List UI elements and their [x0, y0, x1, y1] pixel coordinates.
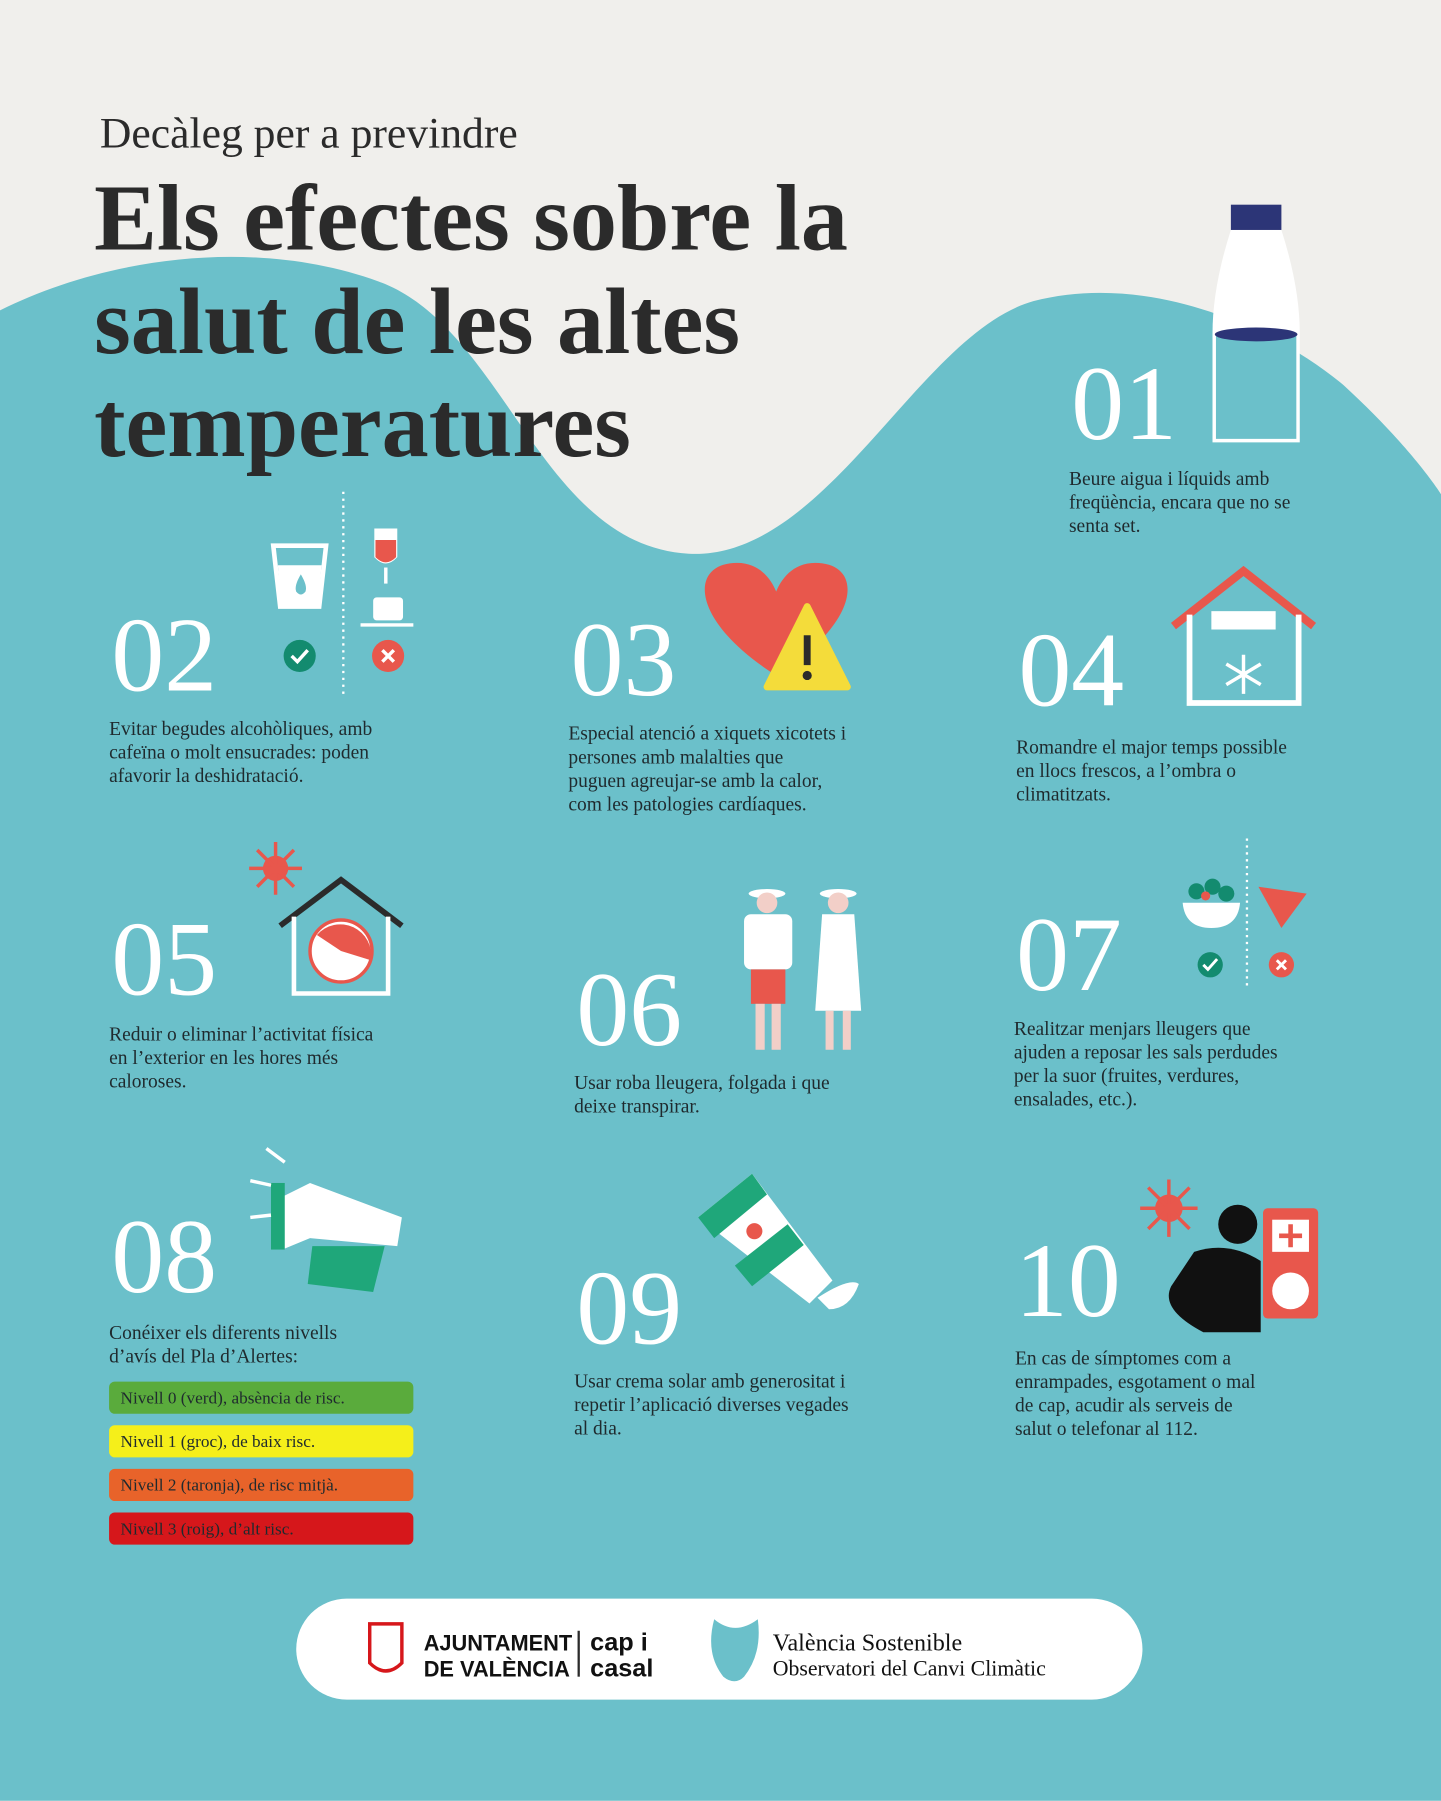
item-text: puguen agreujar-se amb la calor, [568, 771, 822, 792]
house-ac-icon [1170, 565, 1317, 706]
item-number: 02 [111, 596, 217, 713]
item-number: 03 [571, 601, 677, 718]
alert-level [109, 1512, 414, 1545]
alert-level [109, 1468, 414, 1502]
alert-level [109, 1381, 414, 1414]
item-text: Usar crema solar amb generositat i [574, 1371, 846, 1392]
drinks-icon [270, 491, 414, 699]
item-text: freqüència, encara que no se [1069, 492, 1290, 513]
sunscreen-icon [698, 1173, 859, 1310]
bottle-icon [1212, 204, 1300, 443]
footer-cap-i-casal: casal [590, 1655, 653, 1683]
title-line: Els efectes sobre la [94, 166, 848, 270]
alert-level-text: Nivell 3 (roig), d’alt risc. [121, 1519, 294, 1538]
heart-warning-icon [704, 562, 851, 691]
footer-observatori: Observatori del Canvi Climàtic [773, 1657, 1046, 1681]
item-text: ajuden a reposar les sals perdudes [1014, 1042, 1278, 1063]
vs-logo [711, 1619, 759, 1682]
alert-level-text: Nivell 0 (verd), absència de risc. [121, 1388, 345, 1407]
alert-level [109, 1425, 414, 1458]
item-text: de cap, acudir als serveis de [1015, 1395, 1233, 1416]
item-number: 04 [1018, 611, 1124, 728]
item-text: repetir l’aplicació diverses vegades [574, 1395, 849, 1416]
item-number: 06 [576, 951, 682, 1068]
coat-of-arms [368, 1622, 404, 1673]
sun-house-icon [249, 841, 404, 996]
item-text: Romandre el major temps possible [1016, 738, 1287, 759]
footer-sostenible: València Sostenible [773, 1630, 962, 1656]
symptoms-icon [1140, 1179, 1319, 1333]
item-text: en l’exterior en les hores més [109, 1048, 338, 1069]
item-text: caloroses. [109, 1072, 186, 1093]
item-text: En cas de símptomes com a [1015, 1348, 1231, 1369]
alert-level-text: Nivell 1 (groc), de baix risc. [121, 1432, 316, 1451]
megaphone-icon [249, 1147, 402, 1293]
item-number: 07 [1016, 896, 1122, 1013]
item-text: climatitzats. [1016, 785, 1111, 806]
food-icon [1182, 838, 1307, 988]
item-text: deixe transpirar. [574, 1096, 700, 1117]
alert-level-text: Nivell 2 (taronja), de risc mitjà. [121, 1476, 339, 1495]
item-number: 01 [1071, 345, 1177, 462]
subtitle: Decàleg per a previndre [100, 109, 518, 157]
footer-ajuntament: DE VALÈNCIA [424, 1657, 570, 1682]
item-text: Especial atenció a xiquets xicotets i [568, 724, 846, 745]
item-text: Realitzar menjars lleugers que [1014, 1019, 1251, 1040]
item-text: ensalades, etc.). [1014, 1089, 1137, 1110]
footer-ajuntament: AJUNTAMENT [424, 1630, 573, 1655]
item-text: d’avís del Pla d’Alertes: [109, 1347, 298, 1368]
item-text: com les patologies cardíaques. [568, 794, 806, 815]
item-text: afavorir la deshidratació. [109, 766, 303, 787]
item-text: cafeïna o molt ensucrades: poden [109, 743, 369, 764]
item-text: persones amb malalties que [568, 747, 783, 768]
item-text: Evitar begudes alcohòliques, amb [109, 719, 372, 740]
title-line: temperatures [94, 373, 631, 477]
item-text: al dia. [574, 1418, 622, 1439]
item-text: enrampades, esgotament o mal [1015, 1372, 1256, 1393]
title-line: salut de les altes [94, 270, 740, 374]
item-text: Usar roba lleugera, folgada i que [574, 1073, 830, 1094]
item-text: Reduir o eliminar l’activitat física [109, 1025, 374, 1046]
item-number: 05 [111, 901, 217, 1018]
item-text: per la suor (fruites, verdures, [1014, 1066, 1239, 1087]
item-text: senta set. [1069, 516, 1140, 537]
item-text: Beure aigua i líquids amb [1069, 469, 1269, 490]
item-text: en llocs frescos, a l’ombra o [1016, 761, 1236, 782]
item-number: 09 [576, 1250, 682, 1367]
blob [0, 256, 1441, 1801]
item-text: Conéixer els diferents nivells [109, 1323, 337, 1344]
clothing-icon [744, 889, 862, 1050]
item-text: salut o telefonar al 112. [1015, 1419, 1198, 1440]
footer-cap-i-casal: cap i [590, 1628, 648, 1656]
content: Decàleg per a previndre Els efectes sobre… [94, 109, 1290, 1682]
item-number: 08 [111, 1198, 217, 1315]
item-number: 10 [1015, 1222, 1121, 1339]
